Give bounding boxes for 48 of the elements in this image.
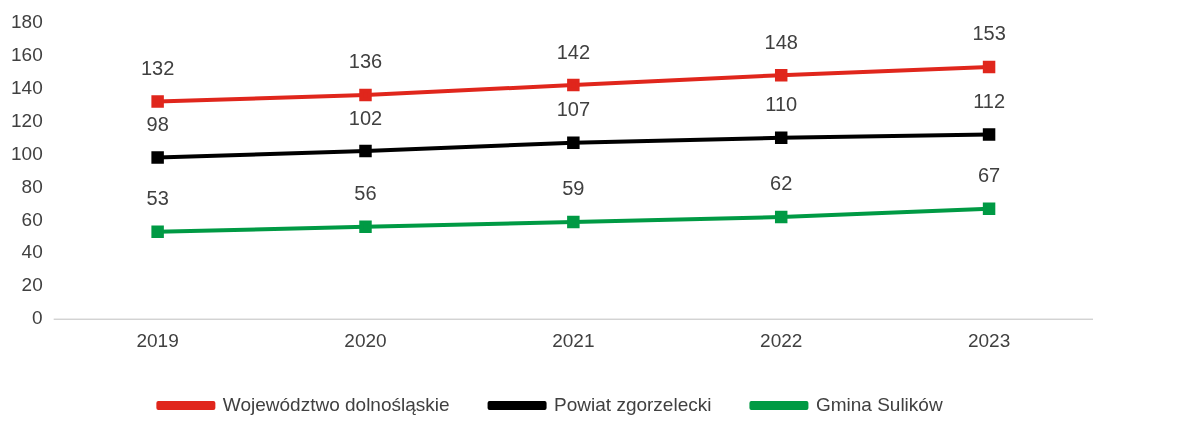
y-tick-label: 40 [21, 241, 43, 263]
point [982, 128, 996, 141]
point [151, 225, 164, 239]
point [567, 136, 580, 150]
data-label: 67 [977, 164, 1001, 187]
data-label: 110 [765, 93, 798, 116]
data-label: 62 [770, 172, 793, 195]
point [567, 215, 580, 229]
data-label: 59 [562, 177, 585, 200]
point [359, 88, 372, 102]
legend-label: Województwo dolnośląskie [222, 393, 450, 415]
data-label: 102 [348, 106, 383, 129]
data-label: 153 [972, 22, 1006, 45]
y-tick-label: 120 [11, 109, 43, 131]
point [359, 144, 372, 158]
x-tick-label: 2019 [136, 329, 179, 351]
data-label: 107 [556, 98, 591, 121]
point [982, 60, 996, 74]
data-label: 148 [764, 30, 798, 53]
data-label: 136 [348, 50, 383, 73]
data-label: 98 [146, 113, 169, 136]
y-tick-label: 0 [32, 307, 43, 329]
data-label: 53 [146, 187, 169, 210]
y-tick-label: 80 [21, 175, 43, 197]
legend-label: Powiat zgorzelecki [554, 393, 712, 415]
y-tick-label: 20 [21, 274, 43, 296]
y-tick-label: 60 [21, 208, 43, 230]
data-label: 56 [354, 182, 377, 205]
x-tick-label: 2020 [344, 329, 387, 351]
point [774, 131, 788, 145]
point [774, 210, 788, 224]
x-tick-label: 2022 [760, 329, 803, 351]
data-label: 132 [140, 57, 175, 80]
point [359, 220, 372, 234]
point [567, 78, 580, 92]
y-tick-label: 160 [11, 43, 43, 65]
point [151, 151, 164, 164]
point [774, 68, 788, 82]
x-tick-label: 2021 [552, 329, 595, 351]
point [982, 202, 996, 215]
legend-label: Gmina Sulików [815, 393, 943, 415]
point [151, 95, 164, 108]
y-tick-label: 100 [11, 142, 43, 164]
x-tick-label: 2023 [967, 329, 1011, 351]
data-label: 112 [973, 90, 1006, 113]
y-tick-label: 140 [11, 76, 43, 98]
y-tick-label: 180 [11, 10, 43, 32]
data-label: 142 [556, 40, 591, 63]
